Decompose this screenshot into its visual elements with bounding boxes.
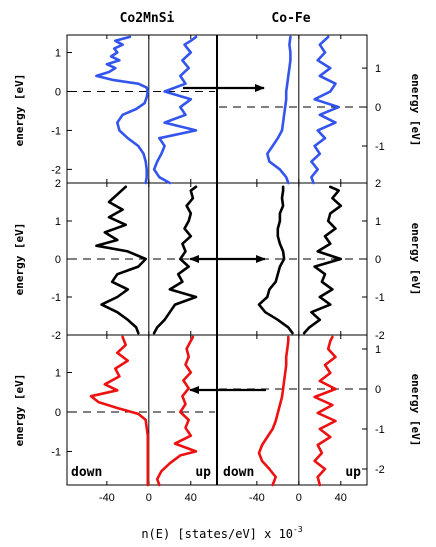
- energy-axis-label: energy [eV]: [13, 74, 26, 147]
- y-tick-label: 1: [55, 216, 61, 228]
- y-tick-label: -1: [375, 424, 385, 436]
- spin-label: up: [195, 465, 211, 480]
- left-title: Co2MnSi: [120, 11, 175, 26]
- y-tick-label: 0: [375, 254, 381, 266]
- x-tick-label: -40: [249, 492, 265, 504]
- y-tick-label: 0: [375, 102, 381, 114]
- y-tick-label: 0: [55, 407, 61, 419]
- y-tick-label: -1: [375, 292, 385, 304]
- x-tick-label: 40: [335, 492, 347, 504]
- energy-axis-label: energy [eV]: [13, 223, 26, 296]
- right-title: Co-Fe: [271, 11, 310, 26]
- x-tick-label: 40: [185, 492, 197, 504]
- x-tick-label: 0: [146, 492, 152, 504]
- spin-label: down: [71, 465, 102, 480]
- y-tick-label: 1: [55, 368, 61, 380]
- dos-down-curve: [257, 185, 294, 335]
- energy-axis-label: energy [eV]: [409, 223, 422, 296]
- y-tick-label: -1: [51, 125, 61, 137]
- y-tick-label: -2: [375, 330, 385, 342]
- dos-up-curve: [155, 335, 198, 487]
- y-tick-label: -2: [375, 464, 385, 476]
- energy-axis-label: energy [eV]: [409, 74, 422, 147]
- y-tick-label: 1: [375, 216, 381, 228]
- y-tick-label: 2: [55, 178, 61, 190]
- energy-axis-label: energy [eV]: [13, 374, 26, 447]
- x-tick-label: -40: [99, 492, 115, 504]
- y-tick-label: -1: [375, 141, 385, 153]
- y-tick-label: -2: [51, 164, 61, 176]
- panel-grid: -2 -1 0 1 -2 -1 0 1 2 -1 0 1 -1 0 1 -2 -1 0 1 2 -2 -1 0 1 -40 0 40…: [13, 34, 422, 504]
- y-tick-label: 2: [375, 178, 381, 190]
- y-tick-label: 1: [375, 344, 381, 356]
- y-tick-label: 1: [375, 63, 381, 75]
- dos-up-curve: [302, 185, 343, 335]
- y-tick-label: -2: [51, 330, 61, 342]
- energy-axis-label: energy [eV]: [409, 374, 422, 447]
- y-tick-label: 0: [375, 384, 381, 396]
- dos-up-curve: [152, 185, 198, 335]
- y-tick-label: 1: [55, 48, 61, 60]
- y-tick-label: 0: [55, 86, 61, 98]
- dos-down-curve: [95, 35, 150, 185]
- y-tick-label: -1: [51, 292, 61, 304]
- dos-down-curve: [95, 185, 147, 335]
- dos-down-curve: [89, 335, 150, 487]
- x-tick-label: 0: [296, 492, 302, 504]
- dos-up-curve: [310, 35, 340, 185]
- y-tick-label: 0: [55, 254, 61, 266]
- dos-up-curve: [152, 35, 198, 185]
- y-tick-label: -1: [51, 446, 61, 458]
- dos-up-curve: [313, 335, 337, 487]
- spin-label: up: [345, 465, 361, 480]
- spin-label: down: [223, 465, 254, 480]
- dos-down-curve: [257, 335, 290, 487]
- dos-down-curve: [266, 35, 292, 185]
- x-axis-label: n(E) [states/eV] x 10-3: [141, 525, 303, 541]
